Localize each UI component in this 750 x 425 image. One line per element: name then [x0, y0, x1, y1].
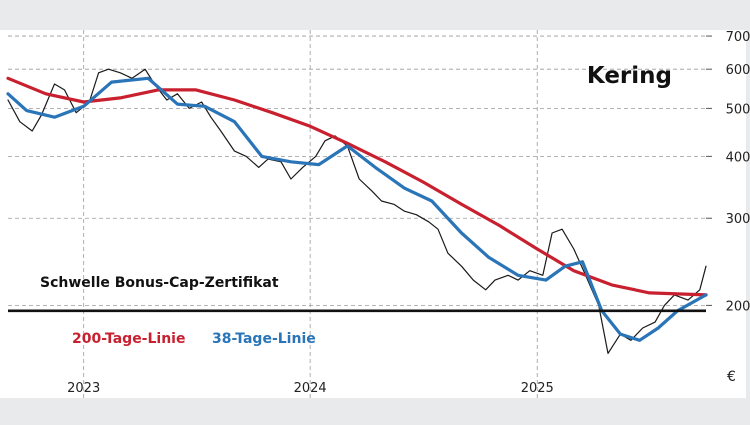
chart-title: Kering [587, 63, 672, 89]
ma200-line [6, 76, 708, 297]
x-tick-label-2025: 2025 [521, 381, 554, 396]
y-axis-ticks: 700 600 500 400 300 200 [706, 30, 750, 314]
x-tick-label-2023: 2023 [67, 381, 100, 396]
legend-200-tage-linie: 200-Tage-Linie [72, 331, 185, 347]
plot-background [0, 30, 746, 398]
y-tick-label-300: 300 [726, 212, 750, 227]
series-group [6, 68, 708, 354]
y-tick-label-500: 500 [726, 102, 750, 117]
y-tick-label-600: 600 [726, 63, 750, 78]
ma38-line [6, 76, 708, 342]
y-tick-label-200: 200 [726, 299, 750, 314]
x-axis-ticks: 2023 2024 2025 [67, 381, 554, 396]
threshold-label: Schwelle Bonus-Cap-Zertifikat [40, 275, 279, 291]
legend-38-tage-linie: 38-Tage-Linie [212, 331, 316, 347]
y-tick-label-700: 700 [726, 30, 750, 45]
currency-label: € [727, 369, 736, 385]
grid-lines [8, 30, 706, 398]
x-tick-label-2024: 2024 [294, 381, 327, 396]
y-tick-label-400: 400 [726, 150, 750, 165]
